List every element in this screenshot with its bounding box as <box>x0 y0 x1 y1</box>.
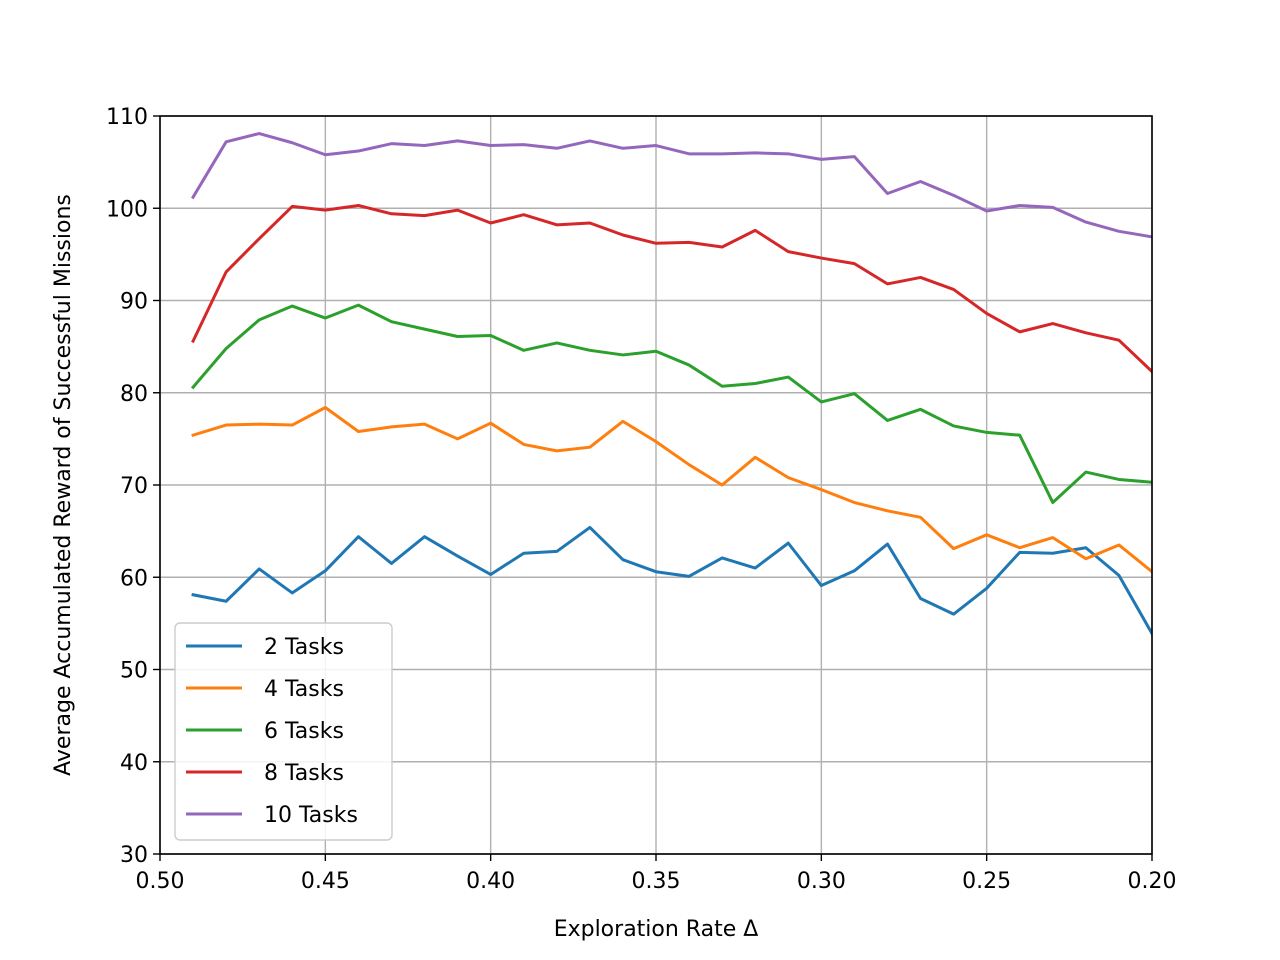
y-axis-ticks: 30 40 50 60 70 80 90 100 110 <box>106 105 160 868</box>
x-axis-ticks: 0.50 0.45 0.40 0.35 0.30 0.25 0.20 <box>136 854 1177 894</box>
legend: 2 Tasks 4 Tasks 6 Tasks 8 Tasks 10 Tasks <box>174 622 393 841</box>
x-tick-label: 0.45 <box>301 869 350 894</box>
y-tick-label: 90 <box>120 290 148 315</box>
series-line-3 <box>190 303 1152 505</box>
x-tick-label: 0.20 <box>1128 869 1177 894</box>
y-tick-label: 60 <box>120 566 148 591</box>
y-tick-label: 70 <box>120 474 148 499</box>
series-line-1 <box>191 525 1152 636</box>
x-tick-label: 0.40 <box>466 869 515 894</box>
y-axis-label: Average Accumulated Reward of Successful… <box>51 194 76 776</box>
y-tick-label: 40 <box>120 751 148 776</box>
legend-label-3: 6 Tasks <box>264 719 344 744</box>
y-tick-label: 30 <box>120 843 148 868</box>
x-tick-label: 0.35 <box>632 869 681 894</box>
legend-label-5: 10 Tasks <box>264 803 358 828</box>
x-tick-label: 0.50 <box>136 869 185 894</box>
x-tick-label: 0.30 <box>797 869 846 894</box>
plot-series <box>190 132 1152 636</box>
legend-label-2: 4 Tasks <box>264 677 344 702</box>
x-tick-label: 0.25 <box>962 869 1011 894</box>
y-tick-label: 50 <box>120 659 148 684</box>
y-tick-label: 110 <box>106 105 148 130</box>
x-axis-label: Exploration Rate Δ <box>554 917 759 942</box>
series-line-4 <box>191 203 1152 374</box>
series-line-5 <box>191 132 1152 239</box>
legend-box <box>174 622 393 841</box>
legend-label-4: 8 Tasks <box>264 761 344 786</box>
series-line-2 <box>191 406 1152 574</box>
y-tick-label: 100 <box>106 197 148 222</box>
y-tick-label: 80 <box>120 382 148 407</box>
legend-label-1: 2 Tasks <box>264 635 344 660</box>
